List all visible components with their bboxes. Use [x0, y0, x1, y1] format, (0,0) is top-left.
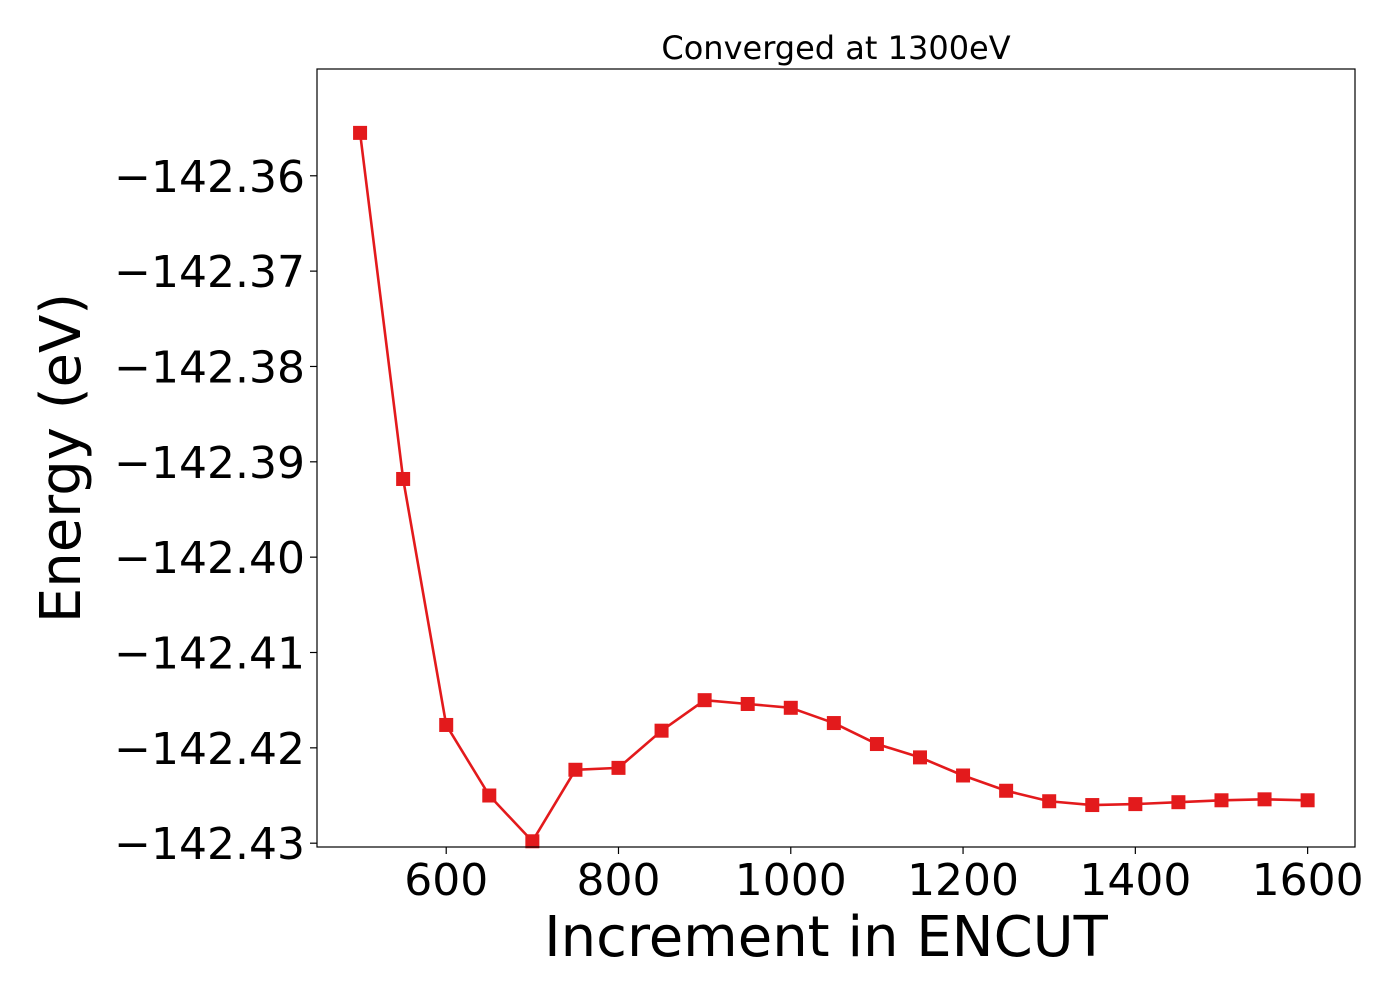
x-axis-ticks: 600 800 1000 1200 1400 1600 [404, 847, 1364, 906]
data-point-marker [396, 471, 411, 486]
x-tick-label: 600 [404, 855, 488, 906]
x-tick-label: 1400 [1079, 855, 1191, 906]
data-point-marker [611, 760, 626, 775]
y-axis-ticks: −142.36 −142.37 −142.38 −142.39 −142.40 −142.… [114, 152, 317, 870]
data-point-marker [783, 700, 798, 715]
x-tick-label: 1000 [735, 855, 847, 906]
y-tick-label: −142.38 [114, 342, 305, 393]
data-point-marker [999, 783, 1014, 798]
data-point-marker [869, 737, 884, 752]
y-tick-label: −142.39 [114, 438, 305, 489]
x-tick-label: 1600 [1252, 855, 1364, 906]
data-point-marker [439, 717, 454, 732]
data-point-marker [1128, 797, 1143, 812]
x-tick-label: 800 [577, 855, 661, 906]
data-point-marker [912, 750, 927, 765]
y-tick-label: −142.40 [114, 533, 305, 584]
data-point-marker [740, 696, 755, 711]
chart-title: Converged at 1300eV [661, 29, 1010, 67]
data-point-marker [826, 716, 841, 731]
y-tick-label: −142.36 [114, 152, 305, 203]
data-point-marker [1085, 798, 1100, 813]
series-layer [353, 125, 1315, 849]
data-point-marker [525, 834, 540, 849]
x-axis-label: Increment in ENCUT [544, 905, 1109, 970]
y-tick-label: −142.42 [114, 724, 305, 775]
x-tick-label: 1200 [907, 855, 1019, 906]
data-point-marker [482, 788, 497, 803]
y-tick-label: −142.43 [114, 819, 305, 870]
plot-frame [316, 68, 1356, 848]
data-point-marker [654, 723, 669, 738]
y-tick-label: −142.37 [114, 247, 305, 298]
data-point-marker [1171, 795, 1186, 810]
series-line [358, 132, 1308, 843]
data-point-marker [353, 125, 368, 140]
data-point-marker [1300, 793, 1315, 808]
data-point-marker [1042, 794, 1057, 809]
data-point-marker [697, 693, 712, 708]
data-point-marker [568, 762, 583, 777]
data-point-marker [1214, 793, 1229, 808]
y-axis-label: Energy (eV) [29, 293, 94, 623]
data-point-marker [956, 768, 971, 783]
y-tick-label: −142.41 [114, 629, 305, 680]
data-point-marker [1257, 792, 1272, 807]
